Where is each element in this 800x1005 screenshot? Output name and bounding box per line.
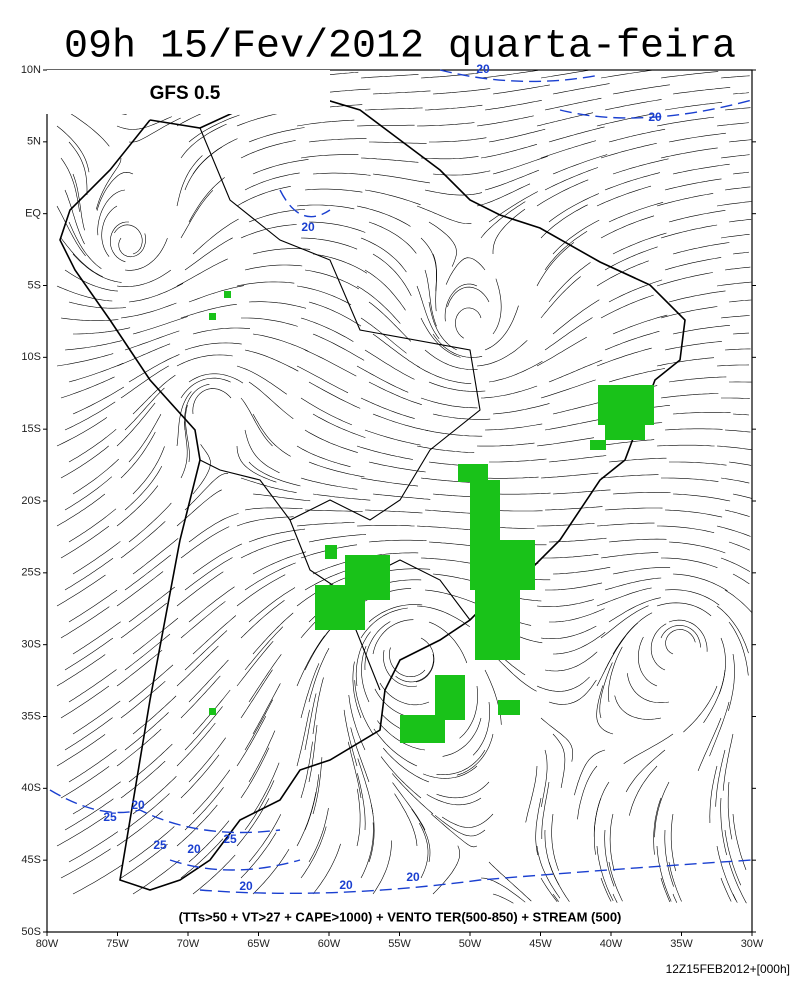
contour-label: 20	[476, 62, 490, 76]
latitude-label: 45S	[21, 854, 41, 866]
latitude-label: 10N	[21, 64, 41, 76]
legend: (TTs>50 + VT>27 + CAPE>1000) + VENTO TER…	[179, 909, 622, 924]
title: 09h 15/Fev/2012 quarta-feira	[64, 25, 736, 70]
plot-area: GFS 0.5 20 20 20 20 20 20 20 20 25 25 25 (TTs>50 +…	[0, 62, 752, 932]
longitude-label: 30W	[741, 938, 764, 950]
contour-label: 20	[187, 842, 201, 856]
longitude-label: 75W	[106, 938, 129, 950]
green-area	[435, 675, 465, 720]
contour-label: 25	[103, 810, 117, 824]
longitude-label: 50W	[459, 938, 482, 950]
longitude-label: 55W	[388, 938, 411, 950]
model-label: GFS 0.5	[150, 83, 221, 104]
contour-label: 25	[223, 832, 237, 846]
contour-label: 25	[153, 838, 167, 852]
green-area	[209, 313, 216, 320]
latitude-label: 40S	[21, 782, 41, 794]
longitude-label: 80W	[36, 938, 59, 950]
contour-label: 20	[301, 220, 315, 234]
latitude-label: 30S	[21, 639, 41, 651]
contour-label: 20	[648, 110, 662, 124]
longitude-label: 70W	[177, 938, 200, 950]
contour-label: 20	[239, 879, 253, 893]
latitude-label: 35S	[21, 710, 41, 722]
longitude-label: 45W	[529, 938, 552, 950]
green-area	[458, 464, 488, 482]
latitude-label: 20S	[21, 495, 41, 507]
contour-label: 20	[131, 798, 145, 812]
contour-label: 20	[339, 878, 353, 892]
latitude-label: EQ	[25, 208, 41, 220]
green-area	[315, 585, 365, 630]
longitude-label: 65W	[247, 938, 270, 950]
green-area	[498, 700, 520, 715]
green-area	[325, 545, 337, 559]
longitude-label: 40W	[600, 938, 623, 950]
green-area	[224, 291, 231, 298]
plot-frame	[47, 70, 752, 932]
green-area	[475, 590, 520, 660]
latitude-label: 50S	[21, 926, 41, 938]
green-area	[605, 425, 645, 440]
latitude-label: 25S	[21, 567, 41, 579]
latitude-label: 10S	[21, 351, 41, 363]
contour-label: 20	[406, 870, 420, 884]
green-area	[400, 715, 445, 743]
longitude-label: 60W	[318, 938, 341, 950]
green-area	[590, 440, 606, 450]
longitude-label: 35W	[670, 938, 693, 950]
footer: 12Z15FEB2012+[000h]	[666, 962, 790, 976]
latitude-label: 5N	[27, 136, 41, 148]
green-area	[209, 708, 216, 715]
latitude-label: 5S	[28, 279, 41, 291]
green-area	[495, 540, 535, 590]
latitude-label: 15S	[21, 423, 41, 435]
green-area	[598, 385, 654, 425]
